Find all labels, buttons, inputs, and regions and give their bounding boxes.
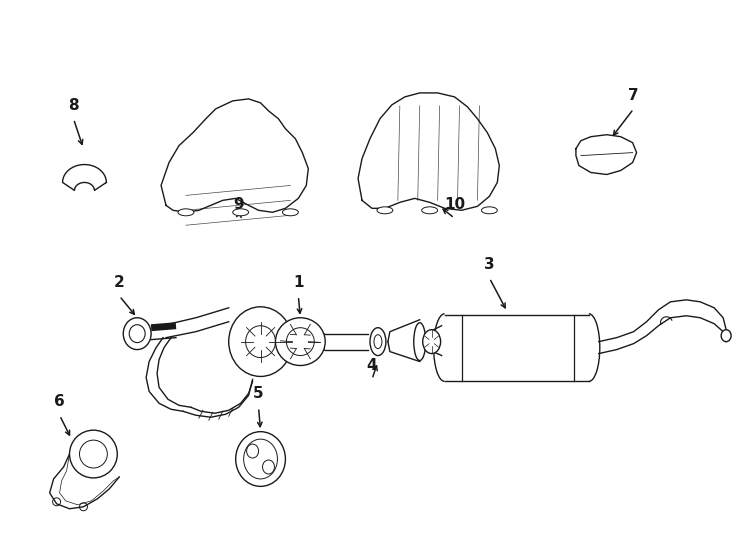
Polygon shape	[576, 134, 636, 174]
Text: 4: 4	[367, 359, 377, 374]
Text: 8: 8	[68, 98, 79, 113]
Ellipse shape	[283, 209, 298, 216]
Ellipse shape	[229, 307, 292, 376]
Ellipse shape	[233, 209, 249, 216]
Polygon shape	[358, 93, 499, 210]
Polygon shape	[62, 165, 106, 191]
Ellipse shape	[275, 318, 325, 366]
Ellipse shape	[236, 431, 286, 487]
Polygon shape	[161, 99, 308, 212]
Polygon shape	[445, 315, 589, 381]
Text: 2: 2	[114, 275, 125, 290]
Text: 7: 7	[628, 88, 639, 103]
Text: 9: 9	[233, 197, 244, 212]
Text: 1: 1	[293, 275, 304, 290]
Circle shape	[70, 430, 117, 478]
Ellipse shape	[422, 207, 437, 214]
Ellipse shape	[123, 318, 151, 349]
Text: 3: 3	[484, 257, 495, 272]
Ellipse shape	[722, 330, 731, 342]
Ellipse shape	[377, 207, 393, 214]
Ellipse shape	[414, 323, 426, 361]
Text: 5: 5	[253, 386, 264, 401]
Ellipse shape	[370, 328, 386, 355]
Ellipse shape	[482, 207, 498, 214]
Text: 10: 10	[444, 197, 465, 212]
Ellipse shape	[178, 209, 194, 216]
Text: 6: 6	[54, 394, 65, 409]
Ellipse shape	[423, 330, 440, 354]
